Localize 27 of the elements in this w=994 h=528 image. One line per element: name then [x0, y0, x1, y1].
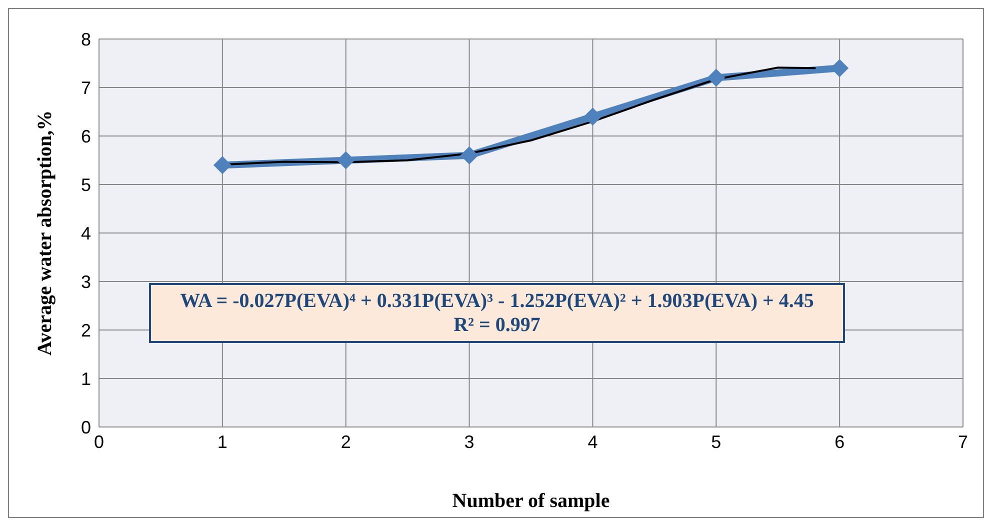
y-tick-label: 6 — [80, 126, 91, 146]
annotation: WA = -0.027P(EVA)⁴ + 0.331P(EVA)³ - 1.252P(EVA)² + 1.903P(EVA) + 4.45 — [179, 289, 815, 313]
x-tick-label: 7 — [958, 432, 968, 452]
y-tick-label: 4 — [80, 223, 91, 244]
y-tick-label: 8 — [80, 29, 91, 50]
y-axis-title: Average water absorption,% — [34, 110, 56, 356]
x-tick-label: 5 — [711, 432, 722, 452]
y-tick-label: 2 — [80, 320, 91, 340]
x-tick-label: 2 — [340, 432, 351, 452]
x-tick-label: 6 — [834, 432, 845, 452]
y-tick-label: 1 — [80, 368, 91, 389]
y-tick-label: 3 — [80, 272, 91, 292]
point — [584, 108, 602, 126]
point — [213, 156, 232, 174]
x-tick-label: 0 — [94, 432, 104, 452]
x-tick-label: 4 — [588, 432, 598, 452]
y-tick-label: 0 — [80, 417, 91, 438]
x-tick-label: 3 — [464, 432, 474, 452]
x-axis-title: Number of sample — [452, 490, 610, 512]
annotation: R² = 0.997 — [452, 313, 542, 337]
point — [707, 68, 726, 87]
point — [336, 151, 355, 170]
equation-text-box: WA = -0.027P(EVA)⁴ + 0.331P(EVA)³ - 1.252P(EVA)² + 1.903P(EVA) + 4.45 R² = 0.997 — [149, 283, 845, 343]
point — [460, 146, 478, 164]
y-tick-label: 7 — [80, 78, 91, 98]
x-tick-label: 1 — [217, 432, 228, 452]
y-tick-label: 5 — [80, 174, 91, 195]
